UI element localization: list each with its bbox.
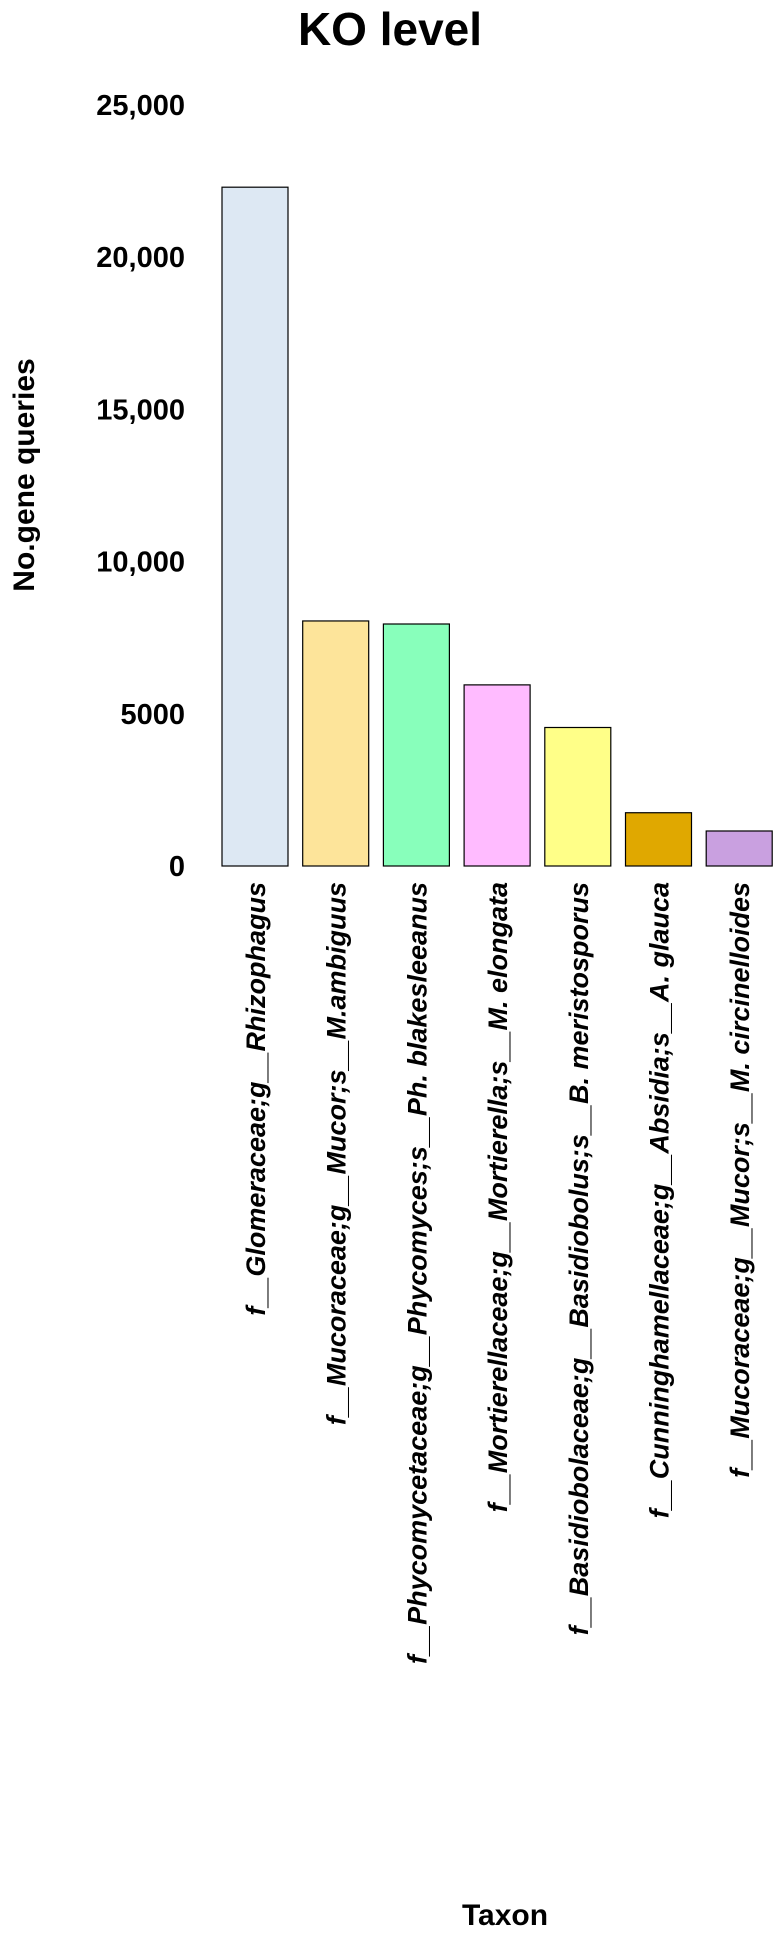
category-label: f__Glomeraceae;g__Rhizophagus bbox=[241, 882, 271, 1316]
bar bbox=[624, 812, 693, 867]
category-label: f__Basidiobolaceae;g__Basidiobolus;s__B.… bbox=[564, 882, 594, 1635]
y-tick-label: 25,000 bbox=[96, 90, 185, 122]
category-label: f__Mucoraceae;g__Mucor;s__M. circinelloi… bbox=[725, 882, 755, 1478]
category-label: f__Phycomycetaceae;g__Phycomyces;s__Ph. … bbox=[402, 882, 432, 1664]
chart-title: KO level bbox=[298, 3, 482, 55]
y-axis-label: No.gene queries bbox=[8, 358, 41, 591]
bar bbox=[302, 620, 370, 867]
x-axis-label: Taxon bbox=[462, 1899, 548, 1932]
bar bbox=[544, 726, 612, 867]
category-labels: f__Glomeraceae;g__Rhizophagus f__Mucorace… bbox=[241, 882, 755, 1664]
y-tick-label: 15,000 bbox=[96, 394, 185, 426]
category-label: f__Cunninghamellaceae;g__Absidia;s__A. g… bbox=[645, 882, 675, 1518]
y-tick-label: 20,000 bbox=[96, 242, 185, 274]
y-tick-label: 10,000 bbox=[96, 547, 185, 579]
bars bbox=[221, 186, 773, 867]
bar bbox=[221, 186, 289, 867]
category-label: f__Mortierellaceae;g__Mortierella;s__M. … bbox=[483, 882, 513, 1512]
y-tick-label: 5000 bbox=[120, 699, 185, 731]
y-tick-label: 0 bbox=[169, 851, 185, 883]
bar bbox=[382, 623, 450, 867]
y-axis-ticks: 0 5000 10,000 15,000 20,000 25,000 bbox=[96, 90, 185, 883]
bar bbox=[705, 830, 773, 867]
bar bbox=[463, 684, 531, 867]
category-label: f__Mucoraceae;g__Mucor;s__M.ambiguus bbox=[322, 882, 352, 1425]
